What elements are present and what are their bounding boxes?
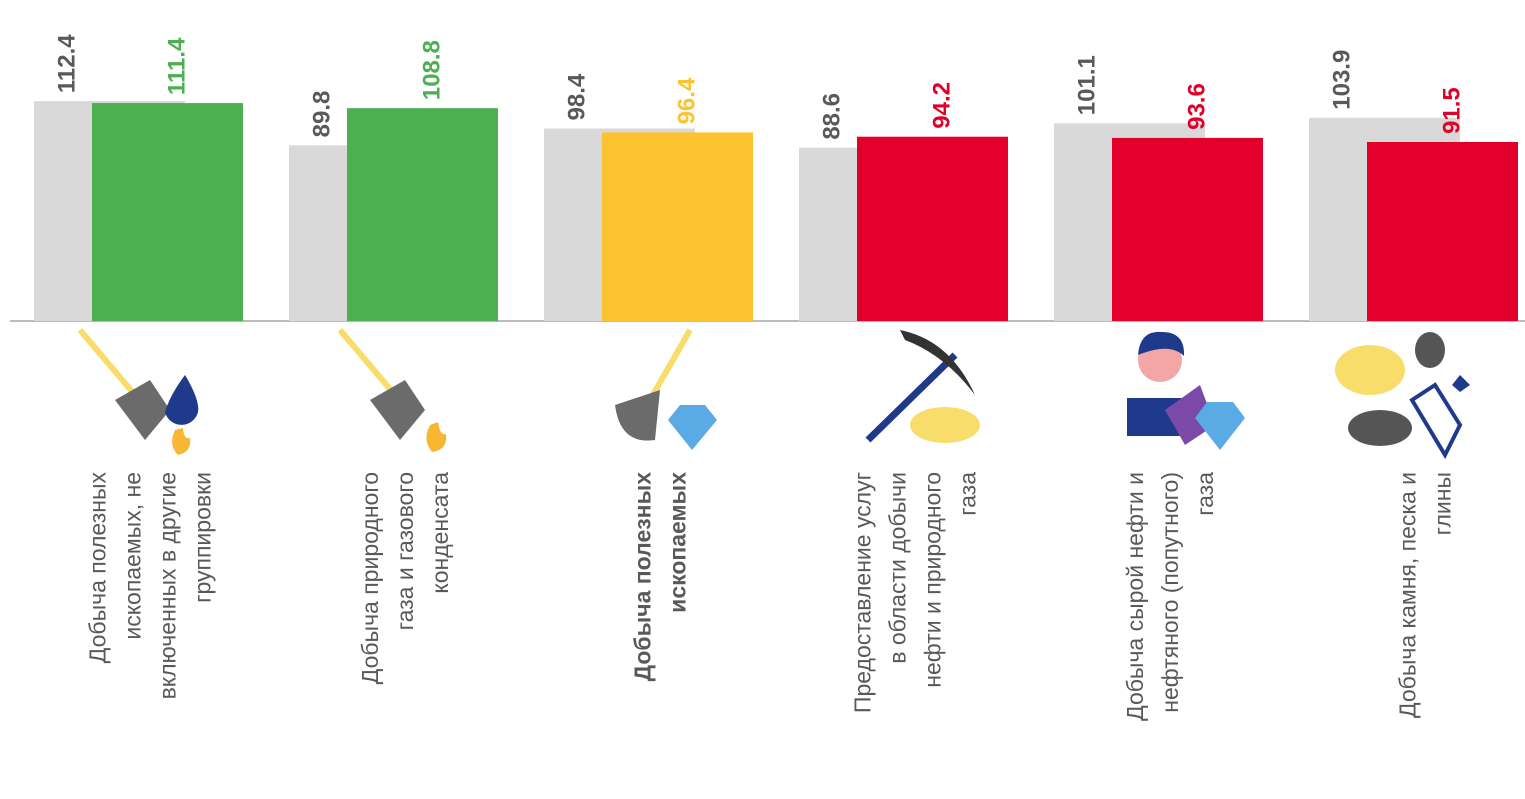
category-label: Добыча природного	[357, 472, 383, 684]
icon	[1335, 345, 1405, 395]
bar	[92, 103, 243, 321]
icon	[1348, 410, 1412, 446]
value-label: 91.5	[1438, 87, 1465, 134]
category-label: в области добычи	[885, 472, 911, 664]
icon	[172, 428, 190, 455]
bar	[602, 132, 753, 321]
icon	[165, 375, 198, 425]
value-label: 96.4	[673, 77, 700, 124]
icon	[340, 330, 395, 395]
icon	[910, 407, 980, 443]
value-label: 93.6	[1183, 83, 1210, 130]
category-label: ископаемых	[665, 472, 691, 613]
icon	[1452, 375, 1470, 392]
bar	[1112, 138, 1263, 321]
chart: 112.4 111.4 Добыча полезных ископаемых, не в…	[0, 0, 1525, 799]
category-label: Добыча камня, песка и	[1395, 472, 1421, 718]
category-label: нефтяного (попутного)	[1157, 472, 1183, 713]
icon	[370, 380, 425, 440]
category-label: Добыча сырой нефти и	[1122, 472, 1148, 721]
value-label: 108.8	[418, 40, 445, 100]
category-label: Добыча полезных	[85, 472, 111, 664]
category-label: включенных в другие	[155, 472, 181, 699]
category-label: группировки	[190, 472, 216, 603]
icon	[426, 422, 446, 452]
value-label: 89.8	[308, 91, 335, 138]
category-label: газа	[955, 472, 981, 516]
icon	[900, 330, 975, 395]
icon	[115, 380, 170, 440]
icon	[1195, 402, 1245, 450]
icon	[1415, 332, 1445, 368]
icon	[1412, 385, 1460, 455]
icon	[668, 405, 717, 450]
value-label: 98.4	[563, 73, 590, 120]
category-label: глины	[1430, 472, 1456, 535]
category-label: нефти и природного	[920, 472, 946, 688]
icon	[650, 330, 690, 400]
value-label: 111.4	[163, 37, 190, 95]
value-label: 88.6	[818, 93, 845, 140]
value-label: 103.9	[1328, 50, 1355, 110]
category-label: ископаемых, не	[120, 472, 146, 640]
category-label: газа и газового	[392, 472, 418, 630]
icon	[615, 390, 660, 441]
icons	[80, 330, 1470, 455]
bar	[1367, 142, 1518, 321]
value-label: 112.4	[53, 34, 80, 93]
value-label: 101.1	[1073, 55, 1100, 115]
icon	[80, 330, 135, 395]
category-label: конденсата	[427, 472, 453, 594]
category-label: Добыча полезных	[630, 472, 656, 682]
category-label: газа	[1192, 472, 1218, 516]
category-label: Предоставление услуг	[850, 472, 876, 713]
bar	[857, 137, 1008, 321]
bar	[347, 108, 498, 321]
value-label: 94.2	[928, 82, 955, 129]
